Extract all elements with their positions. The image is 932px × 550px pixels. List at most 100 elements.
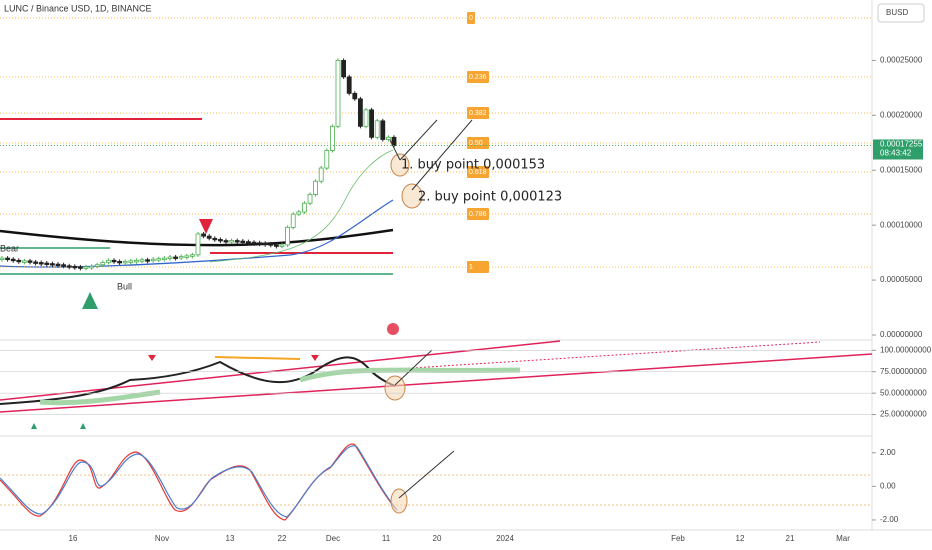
candle bbox=[369, 109, 375, 138]
fib-badge bbox=[467, 261, 489, 273]
y-tick-label: 25.00000000 bbox=[880, 410, 927, 419]
y-tick-label: 75.00000000 bbox=[880, 367, 927, 376]
candle bbox=[0, 257, 5, 261]
candle bbox=[329, 125, 335, 151]
candle bbox=[285, 226, 291, 246]
bull-label: Bull bbox=[117, 281, 132, 291]
candle bbox=[5, 257, 10, 261]
candle bbox=[301, 202, 307, 213]
x-tick-label: 13 bbox=[226, 534, 235, 543]
fib-badge bbox=[467, 12, 475, 24]
buy-signal bbox=[82, 292, 98, 309]
fib-label: 0 bbox=[469, 15, 473, 22]
buy-signal bbox=[80, 423, 86, 429]
y-tick-label: 0.00020000 bbox=[880, 110, 923, 119]
candle bbox=[363, 109, 369, 127]
candle bbox=[189, 254, 195, 257]
candle bbox=[167, 256, 173, 259]
candle bbox=[128, 260, 134, 263]
currency-button[interactable] bbox=[877, 3, 925, 23]
y-tick-label: 2.00 bbox=[880, 448, 896, 457]
candle bbox=[273, 244, 279, 247]
candle bbox=[27, 260, 33, 263]
candle bbox=[279, 244, 285, 247]
candle bbox=[122, 261, 128, 264]
candle bbox=[10, 258, 16, 262]
candle bbox=[161, 257, 167, 261]
candle bbox=[251, 241, 257, 245]
arrow bbox=[389, 139, 401, 161]
candle bbox=[78, 266, 83, 269]
cloud bbox=[39, 367, 521, 406]
candle bbox=[55, 263, 61, 267]
y-tick-label: 0.00015000 bbox=[880, 165, 923, 174]
fib-label: 0.50 bbox=[469, 140, 483, 147]
event-icon[interactable] bbox=[387, 323, 399, 335]
channel-line bbox=[379, 341, 821, 371]
candle bbox=[38, 262, 44, 265]
candle bbox=[240, 240, 246, 243]
moving-average bbox=[209, 149, 394, 263]
y-tick-label: 0.00 bbox=[880, 481, 896, 490]
channel-line bbox=[0, 340, 561, 401]
arrow bbox=[398, 450, 455, 499]
candle bbox=[50, 263, 55, 266]
candle bbox=[212, 237, 218, 241]
currency-label[interactable]: BUSD bbox=[886, 8, 908, 17]
candle bbox=[178, 256, 184, 259]
candle bbox=[346, 76, 352, 94]
fib-label: 0.618 bbox=[469, 169, 487, 176]
x-tick-label: 21 bbox=[786, 534, 795, 543]
candle bbox=[156, 258, 162, 261]
circle bbox=[384, 375, 406, 401]
fib-badge bbox=[467, 107, 489, 119]
fib-label: 0.236 bbox=[469, 74, 487, 81]
last-price-badge bbox=[873, 139, 923, 160]
candle bbox=[391, 136, 397, 146]
y-tick-label: 0.00025000 bbox=[880, 56, 923, 65]
bear-label: Bear bbox=[0, 243, 19, 253]
x-tick-label: 16 bbox=[69, 534, 78, 543]
x-tick-label: Mar bbox=[836, 534, 850, 543]
channel-line bbox=[0, 353, 873, 413]
fib-label: 1 bbox=[469, 264, 473, 271]
candle bbox=[290, 213, 296, 228]
candle bbox=[117, 261, 122, 264]
candle bbox=[374, 120, 380, 138]
candle bbox=[385, 136, 391, 140]
fib-badge bbox=[467, 208, 489, 220]
arrow bbox=[394, 349, 433, 386]
candle bbox=[66, 265, 72, 268]
candle bbox=[357, 98, 363, 127]
y-tick-label: 0.00000000 bbox=[880, 330, 923, 339]
fib-badge bbox=[467, 166, 489, 178]
countdown: 08:43:42 bbox=[880, 149, 912, 158]
last-price-label: 0.00017255 bbox=[880, 140, 923, 149]
candle bbox=[33, 261, 38, 264]
annotation: 1. buy point 0,000153 bbox=[401, 158, 545, 173]
x-tick-label: 11 bbox=[382, 534, 391, 543]
candle bbox=[72, 265, 78, 269]
candle bbox=[352, 92, 358, 100]
candle bbox=[173, 256, 179, 259]
candle bbox=[83, 266, 89, 269]
x-tick-label: 12 bbox=[736, 534, 745, 543]
candle bbox=[100, 262, 106, 266]
candle bbox=[89, 265, 94, 269]
candle bbox=[324, 150, 330, 169]
candle bbox=[184, 255, 190, 258]
candle bbox=[201, 233, 207, 237]
candle bbox=[21, 260, 27, 263]
y-tick-label: 0.00010000 bbox=[880, 220, 923, 229]
buy-circle bbox=[401, 183, 423, 209]
candle bbox=[245, 241, 251, 244]
candle bbox=[217, 239, 223, 242]
candle bbox=[307, 194, 313, 204]
y-tick-label: 0.00005000 bbox=[880, 275, 923, 284]
candle bbox=[16, 259, 22, 263]
indicator-line bbox=[214, 356, 301, 360]
candle bbox=[223, 240, 229, 243]
sell-signal bbox=[311, 355, 319, 361]
x-tick-label: Feb bbox=[671, 534, 685, 543]
